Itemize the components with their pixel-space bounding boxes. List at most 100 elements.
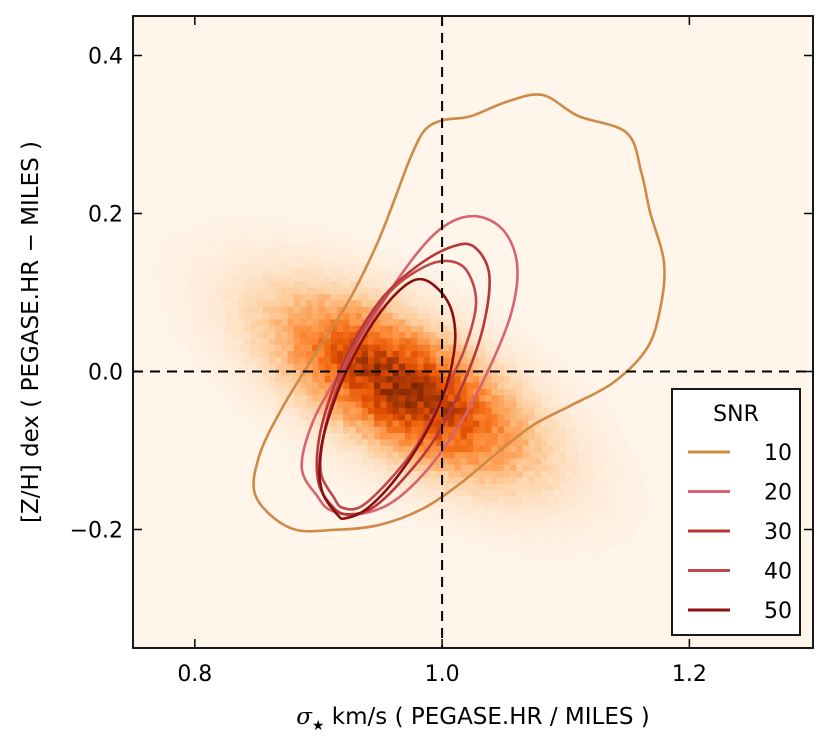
heatmap-cell bbox=[355, 249, 363, 257]
heatmap-cell bbox=[398, 464, 406, 472]
heatmap-cell bbox=[299, 287, 307, 295]
heatmap-cell bbox=[627, 490, 635, 497]
heatmap-cell bbox=[337, 275, 344, 282]
heatmap-cell bbox=[299, 294, 307, 301]
heatmap-cell bbox=[361, 395, 369, 402]
heatmap-cell bbox=[491, 471, 499, 478]
heatmap-cell bbox=[201, 262, 208, 270]
heatmap-cell bbox=[590, 401, 598, 409]
heatmap-cell bbox=[207, 281, 214, 289]
heatmap-cell bbox=[337, 256, 344, 263]
heatmap-cell bbox=[454, 414, 462, 421]
heatmap-cell bbox=[442, 395, 449, 402]
heatmap-cell bbox=[571, 458, 579, 466]
heatmap-cell bbox=[250, 338, 258, 346]
heatmap-cell bbox=[343, 445, 350, 453]
heatmap-cell bbox=[386, 338, 394, 346]
heatmap-cell bbox=[417, 325, 424, 333]
heatmap-cell bbox=[429, 369, 437, 377]
heatmap-cell bbox=[324, 344, 332, 352]
heatmap-cell bbox=[534, 357, 542, 364]
heatmap-cell bbox=[170, 281, 177, 289]
heatmap-cell bbox=[429, 420, 437, 428]
heatmap-cell bbox=[250, 262, 258, 270]
heatmap-cell bbox=[621, 496, 628, 504]
heatmap-cell bbox=[559, 426, 567, 434]
heatmap-cell bbox=[423, 376, 431, 383]
heatmap-cell bbox=[466, 344, 474, 352]
heatmap-cell bbox=[231, 243, 239, 251]
heatmap-cell bbox=[448, 458, 455, 466]
heatmap-cell bbox=[510, 401, 517, 409]
heatmap-cell bbox=[250, 401, 258, 409]
heatmap-cell bbox=[374, 262, 381, 270]
heatmap-cell bbox=[448, 445, 455, 453]
heatmap-cell bbox=[244, 294, 251, 301]
contour-snr-10 bbox=[252, 93, 666, 533]
heatmap-cell bbox=[429, 407, 437, 415]
heatmap-cell bbox=[510, 357, 517, 364]
heatmap-cell bbox=[547, 464, 554, 472]
heatmap-cell bbox=[324, 464, 332, 472]
heatmap-cell bbox=[460, 332, 468, 339]
heatmap-cell bbox=[398, 357, 406, 364]
heatmap-cell bbox=[479, 496, 486, 504]
heatmap-cell bbox=[157, 281, 165, 289]
heatmap-cell bbox=[275, 256, 282, 263]
heatmap-cell bbox=[194, 230, 202, 238]
heatmap-cell bbox=[349, 369, 356, 377]
heatmap-cell bbox=[207, 218, 214, 225]
heatmap-cell bbox=[256, 237, 264, 244]
heatmap-cell bbox=[528, 344, 536, 352]
heatmap-cell bbox=[435, 376, 443, 383]
heatmap-cell bbox=[250, 306, 258, 314]
heatmap-cell bbox=[337, 414, 344, 421]
heatmap-cell bbox=[250, 224, 258, 232]
legend-title: SNR bbox=[713, 402, 759, 427]
heatmap-cell bbox=[207, 224, 214, 232]
heatmap-cell bbox=[571, 515, 579, 522]
heatmap-cell bbox=[405, 477, 412, 485]
heatmap-cell bbox=[374, 363, 381, 371]
heatmap-cell bbox=[571, 452, 579, 459]
heatmap-cell bbox=[182, 294, 190, 301]
heatmap-cell bbox=[417, 306, 424, 314]
heatmap-cell bbox=[466, 496, 474, 504]
heatmap-cell bbox=[417, 344, 424, 352]
heatmap-cell bbox=[435, 490, 443, 497]
heatmap-cell bbox=[238, 363, 245, 371]
heatmap-cell bbox=[503, 357, 511, 364]
heatmap-cell bbox=[522, 395, 530, 402]
heatmap-cell bbox=[423, 458, 431, 466]
heatmap-cell bbox=[225, 388, 233, 396]
contour-snr-40 bbox=[318, 259, 478, 511]
heatmap-cell bbox=[534, 515, 542, 522]
heatmap-cell bbox=[361, 376, 369, 383]
heatmap-cell bbox=[547, 534, 554, 541]
heatmap-cell bbox=[411, 477, 418, 485]
heatmap-cell bbox=[398, 262, 406, 270]
heatmap-cell bbox=[287, 256, 295, 263]
heatmap-cell bbox=[547, 508, 554, 516]
heatmap-cell bbox=[380, 414, 387, 421]
heatmap-cell bbox=[553, 502, 560, 510]
heatmap-cell bbox=[503, 452, 511, 459]
heatmap-cell bbox=[182, 249, 190, 257]
heatmap-cell bbox=[293, 357, 301, 364]
heatmap-cell bbox=[559, 452, 567, 459]
heatmap-cell bbox=[312, 287, 319, 295]
heatmap-cell bbox=[213, 357, 220, 364]
heatmap-cell bbox=[380, 452, 387, 459]
heatmap-cell bbox=[559, 388, 567, 396]
heatmap-cell bbox=[473, 502, 480, 510]
heatmap-cell bbox=[405, 426, 412, 434]
heatmap-cell bbox=[207, 287, 214, 295]
heatmap-cell bbox=[299, 414, 307, 421]
heatmap-cell bbox=[448, 395, 455, 402]
heatmap-cell bbox=[207, 300, 214, 308]
heatmap-cell bbox=[398, 496, 406, 504]
heatmap-cell bbox=[306, 281, 313, 289]
heatmap-cell bbox=[448, 332, 455, 339]
heatmap-cell bbox=[405, 496, 412, 504]
